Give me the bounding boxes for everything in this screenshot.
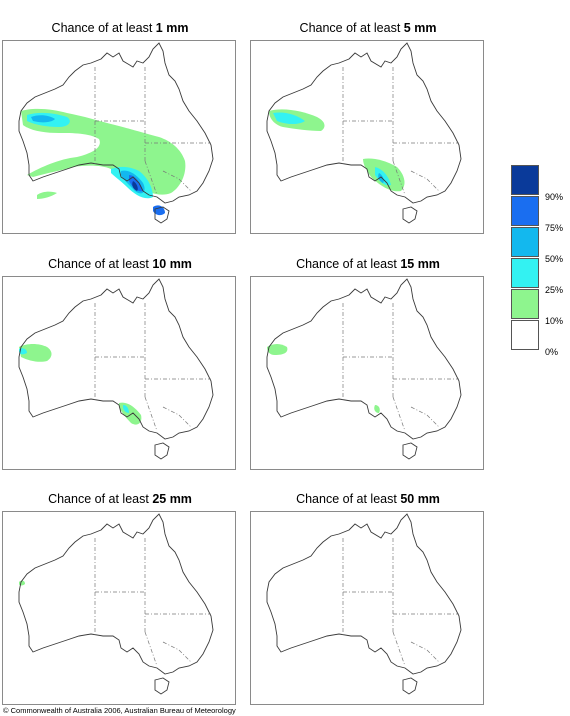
state-border <box>410 641 428 651</box>
coastline <box>266 42 462 204</box>
state-border <box>178 414 192 428</box>
australia-map <box>250 276 484 470</box>
state-border <box>162 170 180 180</box>
tasmania-coastline <box>402 206 418 224</box>
legend-swatch <box>511 258 539 288</box>
australia-map <box>250 511 484 705</box>
rainfall-overlay <box>267 344 380 413</box>
australia-map <box>2 511 236 705</box>
coastline <box>266 513 462 675</box>
title-prefix: Chance of at least <box>299 21 401 35</box>
state-border <box>162 406 180 416</box>
coastline <box>18 513 214 675</box>
legend-label: 75% <box>545 223 564 233</box>
coastline <box>18 278 214 440</box>
panel-title: Chance of at least 10 mm <box>2 256 238 272</box>
legend-label: 25% <box>545 285 564 295</box>
coastline <box>266 278 462 440</box>
state-border <box>178 178 192 192</box>
state-border <box>426 178 440 192</box>
title-prefix: Chance of at least <box>48 492 149 506</box>
state-border <box>178 649 192 663</box>
legend-swatch <box>511 289 539 319</box>
legend-label: 0% <box>545 347 559 357</box>
panel-title: Chance of at least 25 mm <box>2 491 238 507</box>
title-prefix: Chance of at least <box>296 257 397 271</box>
state-border <box>410 406 428 416</box>
panel-title: Chance of at least 15 mm <box>250 256 486 272</box>
australia-map <box>250 40 484 234</box>
state-border <box>392 396 406 432</box>
legend-swatch <box>511 227 539 257</box>
coastline <box>18 42 214 204</box>
legend-swatch <box>511 165 539 195</box>
legend-color-bar <box>511 165 539 351</box>
state-border <box>392 160 406 196</box>
probability-legend: 90% 75% 50% 25% 10% 0% <box>511 165 569 360</box>
title-amount: 10 mm <box>152 257 192 271</box>
australia-map <box>2 40 236 234</box>
title-amount: 15 mm <box>400 257 440 271</box>
tasmania-coastline <box>154 206 170 224</box>
state-border <box>144 396 158 432</box>
rainfall-overlay <box>21 108 186 216</box>
legend-swatch <box>511 320 539 350</box>
state-border <box>426 649 440 663</box>
legend-label: 50% <box>545 254 564 264</box>
panel-title: Chance of at least 50 mm <box>250 491 486 507</box>
tasmania-coastline <box>154 442 170 460</box>
title-amount: 50 mm <box>400 492 440 506</box>
tasmania-coastline <box>402 442 418 460</box>
legend-swatch <box>511 196 539 226</box>
panel-title: Chance of at least 5 mm <box>250 20 486 36</box>
title-prefix: Chance of at least <box>296 492 397 506</box>
state-border <box>426 414 440 428</box>
title-amount: 5 mm <box>403 21 437 35</box>
rainfall-overlay <box>19 344 142 425</box>
australia-map <box>2 276 236 470</box>
title-amount: 1 mm <box>155 21 189 35</box>
state-border <box>144 631 158 667</box>
panel-title: Chance of at least 1 mm <box>2 20 238 36</box>
state-border <box>144 160 158 196</box>
copyright-notice: © Commonwealth of Australia 2006, Austra… <box>3 706 236 715</box>
state-border <box>162 641 180 651</box>
title-prefix: Chance of at least <box>51 21 153 35</box>
legend-label: 10% <box>545 316 564 326</box>
tasmania-coastline <box>154 677 170 695</box>
title-prefix: Chance of at least <box>48 257 149 271</box>
rainfall-overlay <box>269 109 405 192</box>
state-border <box>410 170 428 180</box>
title-amount: 25 mm <box>152 492 192 506</box>
legend-label: 90% <box>545 192 564 202</box>
tasmania-coastline <box>402 677 418 695</box>
state-border <box>392 631 406 667</box>
